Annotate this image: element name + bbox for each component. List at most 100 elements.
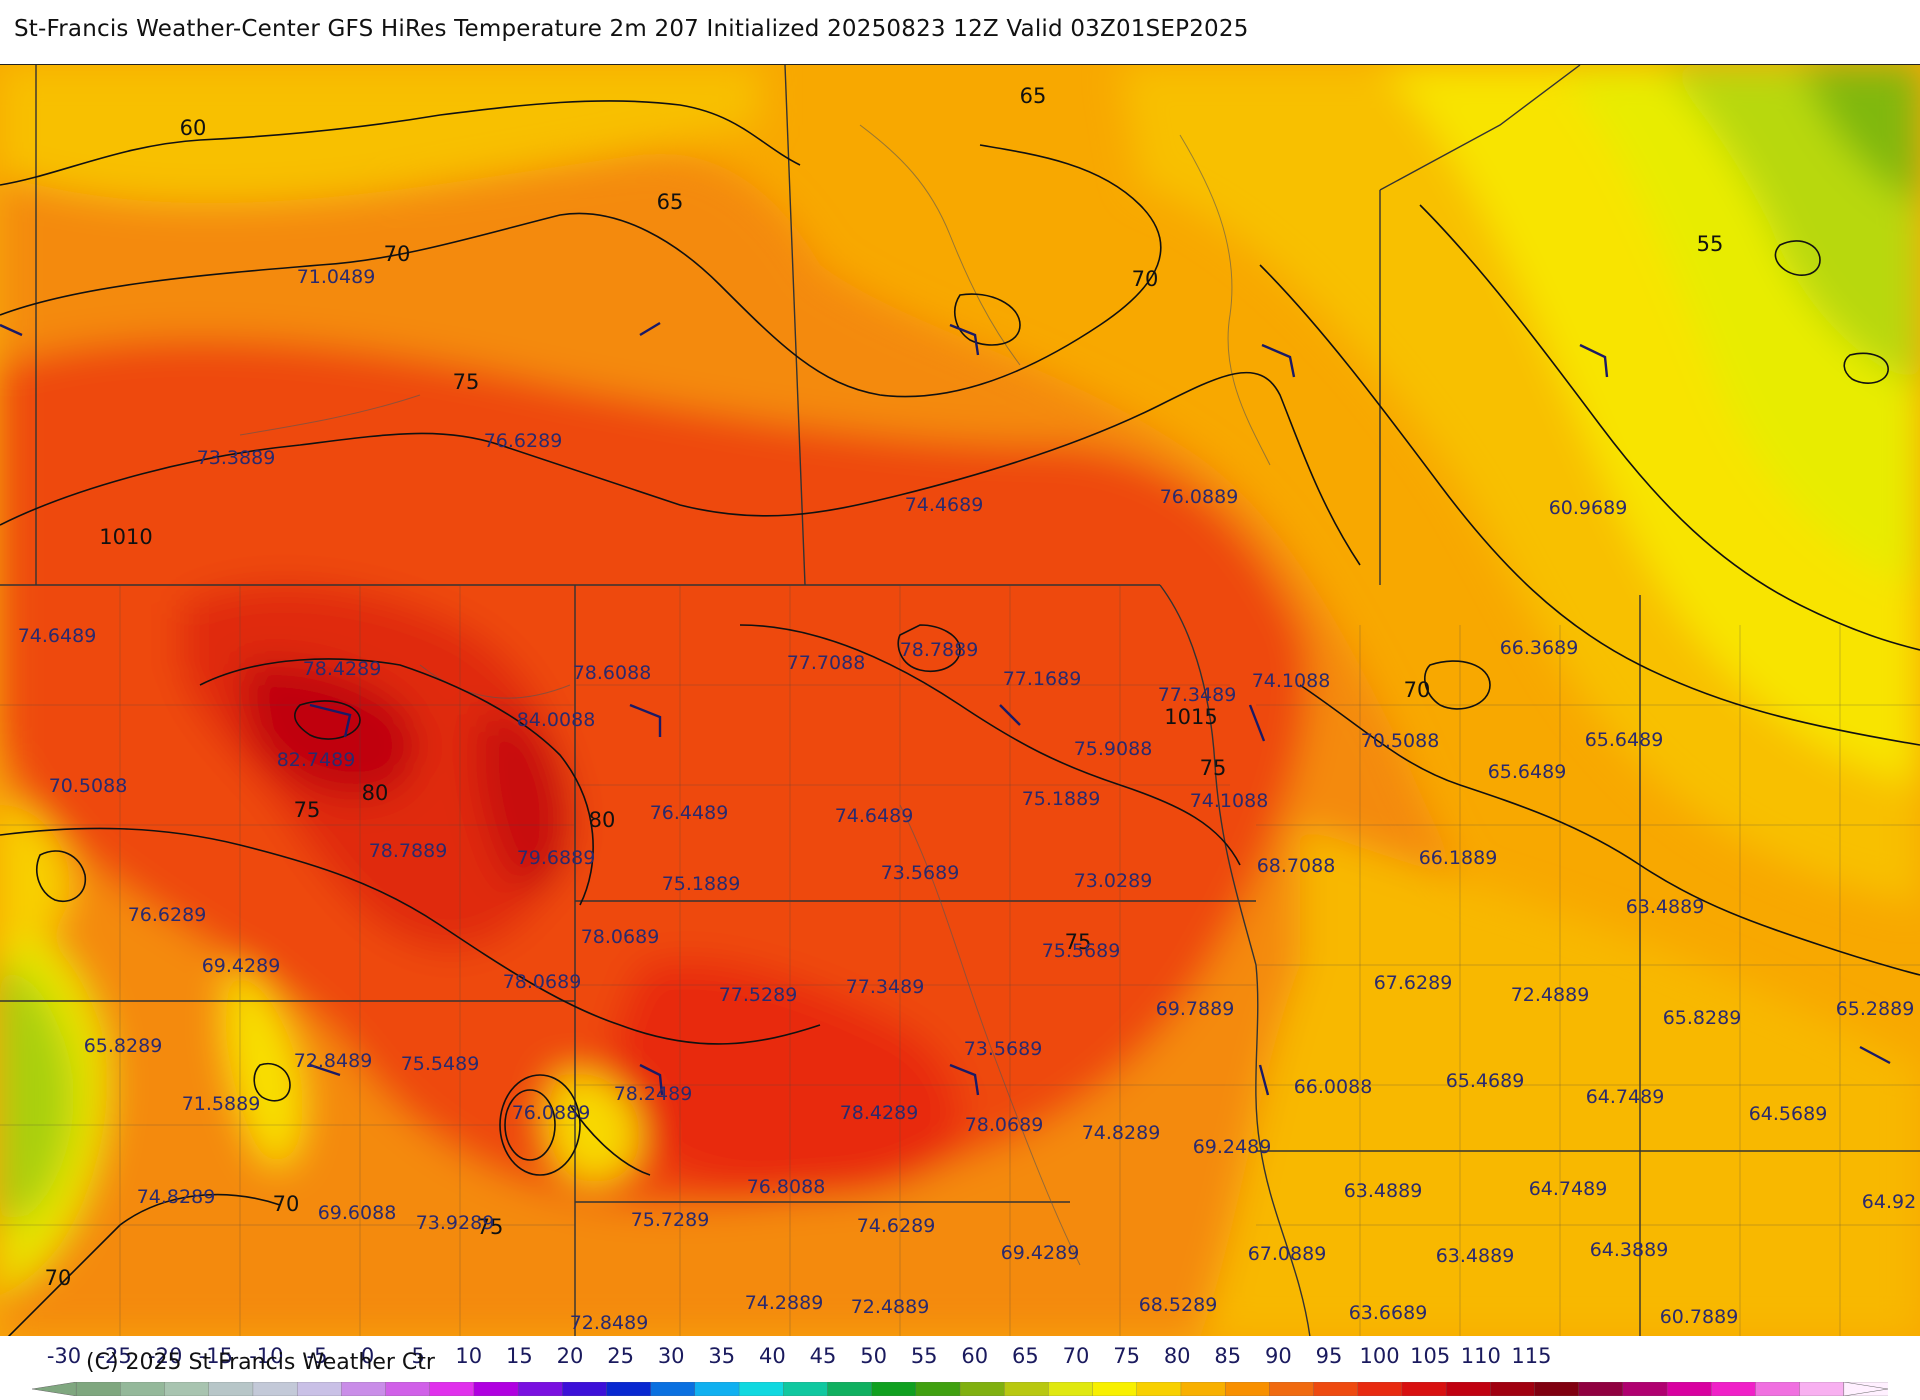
station-value: 72.4889 <box>850 1296 930 1318</box>
colorbar-swatch <box>164 1382 210 1396</box>
station-value: 75.5489 <box>400 1053 480 1075</box>
station-value: 66.3689 <box>1499 637 1579 659</box>
colorbar-tick-label: 65 <box>1012 1344 1039 1368</box>
station-value: 73.0289 <box>1073 870 1153 892</box>
colorbar-tick-label: 60 <box>961 1344 989 1368</box>
station-value: 60.9689 <box>1548 497 1628 519</box>
contour-label: 70 <box>383 242 411 266</box>
station-value: 74.6489 <box>17 625 97 647</box>
station-value: 78.0689 <box>502 971 582 993</box>
colorbar-swatch <box>1269 1382 1315 1396</box>
station-value: 73.5689 <box>963 1038 1043 1060</box>
station-value: 78.7889 <box>368 840 448 862</box>
station-value: 65.2889 <box>1835 998 1915 1020</box>
station-value: 76.0889 <box>511 1102 591 1124</box>
station-value: 73.3889 <box>196 447 276 469</box>
contour-label: 65 <box>656 190 684 214</box>
colorbar-tick-label: 105 <box>1410 1344 1451 1368</box>
colorbar-tick-label: 0 <box>360 1344 375 1368</box>
contour-label: 80 <box>588 808 616 832</box>
station-value: 65.6489 <box>1487 761 1567 783</box>
colorbar-tick-label: 75 <box>1113 1344 1140 1368</box>
colorbar-tick-label: 20 <box>556 1344 584 1368</box>
station-value: 72.8489 <box>569 1312 649 1334</box>
station-value: 73.9289 <box>415 1212 495 1234</box>
colorbar-swatch <box>1224 1382 1270 1396</box>
temperature-map: 60 65 65 70 70 55 75 1010 70 80 75 80 75… <box>0 64 1920 1338</box>
copyright-notice: (C) 2025 St Francis Weather Ctr <box>86 1350 435 1375</box>
station-value: 64.7489 <box>1585 1086 1665 1108</box>
colorbar-tick-label: 80 <box>1163 1344 1191 1368</box>
station-value: 77.1689 <box>1002 668 1082 690</box>
colorbar-swatch <box>1357 1382 1403 1396</box>
station-value: 72.8489 <box>293 1050 373 1072</box>
map-title: St-Francis Weather-Center GFS HiRes Temp… <box>14 16 1249 42</box>
station-value: 74.1088 <box>1251 670 1331 692</box>
contour-label: 70 <box>1131 267 1159 291</box>
colorbar-swatch <box>517 1382 563 1396</box>
colorbar-swatch <box>650 1382 696 1396</box>
contour-label: 60 <box>179 116 207 140</box>
colorbar-swatch <box>694 1382 740 1396</box>
colorbar-swatch <box>120 1382 166 1396</box>
station-value: 74.8289 <box>136 1186 216 1208</box>
station-value: 63.6689 <box>1348 1302 1428 1324</box>
station-value: 68.7088 <box>1256 855 1336 877</box>
station-value: 65.6489 <box>1584 729 1664 751</box>
temperature-color-scale: -30 -25 -20 -15 -10 -5 0 5 10 15 20 25 30 35 40 45 50 55 6… <box>0 1336 1920 1400</box>
colorbar-swatch <box>473 1382 519 1396</box>
contour-label: 65 <box>1019 84 1047 108</box>
station-value: 65.8289 <box>1662 1007 1742 1029</box>
colorbar-swatch <box>1755 1382 1801 1396</box>
station-value: 78.4289 <box>839 1102 919 1124</box>
colorbar-tick-label: 40 <box>759 1344 786 1368</box>
station-value: 74.1088 <box>1189 790 1269 812</box>
station-value: 69.7889 <box>1155 998 1235 1020</box>
colorbar-tick-label: 35 <box>708 1344 736 1368</box>
colorbar-swatch <box>738 1382 784 1396</box>
colorbar-swatch <box>1092 1382 1138 1396</box>
station-value: 69.4289 <box>1000 1242 1080 1264</box>
colorbar-swatch <box>1534 1382 1580 1396</box>
station-value: 64.3889 <box>1589 1239 1669 1261</box>
colorbar-tick-label: 115 <box>1511 1344 1552 1368</box>
station-value: 78.0689 <box>964 1114 1044 1136</box>
station-value: 78.7889 <box>899 639 979 661</box>
colorbar-swatch <box>1004 1382 1050 1396</box>
colorbar-swatch <box>296 1382 342 1396</box>
station-value: 74.4689 <box>904 494 984 516</box>
station-value: 78.2489 <box>613 1083 693 1105</box>
station-value: 67.6289 <box>1373 972 1453 994</box>
colorbar-swatch <box>1622 1382 1668 1396</box>
colorbar-swatch <box>252 1382 298 1396</box>
station-value: 64.92 <box>1861 1191 1917 1213</box>
station-value: 78.6088 <box>572 662 652 684</box>
station-value: 66.1889 <box>1418 847 1498 869</box>
contour-label: 75 <box>1199 756 1227 780</box>
contour-label: 80 <box>361 781 389 805</box>
station-value: 75.7289 <box>630 1209 710 1231</box>
colorbar-tick-label: -25 <box>97 1344 132 1368</box>
station-value: 74.2889 <box>744 1292 824 1314</box>
colorbar-swatch <box>1666 1382 1712 1396</box>
colorbar-tick-label: 50 <box>860 1344 887 1368</box>
colorbar-swatch <box>871 1382 917 1396</box>
contour-label: 1010 <box>99 525 153 549</box>
colorbar-swatch <box>76 1382 122 1396</box>
colorbar-tick-label: 10 <box>455 1344 483 1368</box>
colorbar-swatch <box>1048 1382 1094 1396</box>
colorbar-tick-label: -5 <box>306 1344 328 1368</box>
station-value: 78.0689 <box>580 926 660 948</box>
station-value: 82.7489 <box>276 749 356 771</box>
station-value: 75.9088 <box>1073 738 1153 760</box>
station-value: 66.0088 <box>1293 1076 1373 1098</box>
colorbar-swatch <box>1401 1382 1447 1396</box>
colorbar-tick-label: 30 <box>657 1344 685 1368</box>
station-value: 63.4889 <box>1343 1180 1423 1202</box>
station-value: 64.7489 <box>1528 1178 1608 1200</box>
colorbar-tick-label: 45 <box>809 1344 837 1368</box>
colorbar-tick-label: -10 <box>249 1344 284 1368</box>
station-value: 75.5689 <box>1041 940 1121 962</box>
contour-label: 75 <box>452 370 480 394</box>
station-value: 71.5889 <box>181 1093 261 1115</box>
